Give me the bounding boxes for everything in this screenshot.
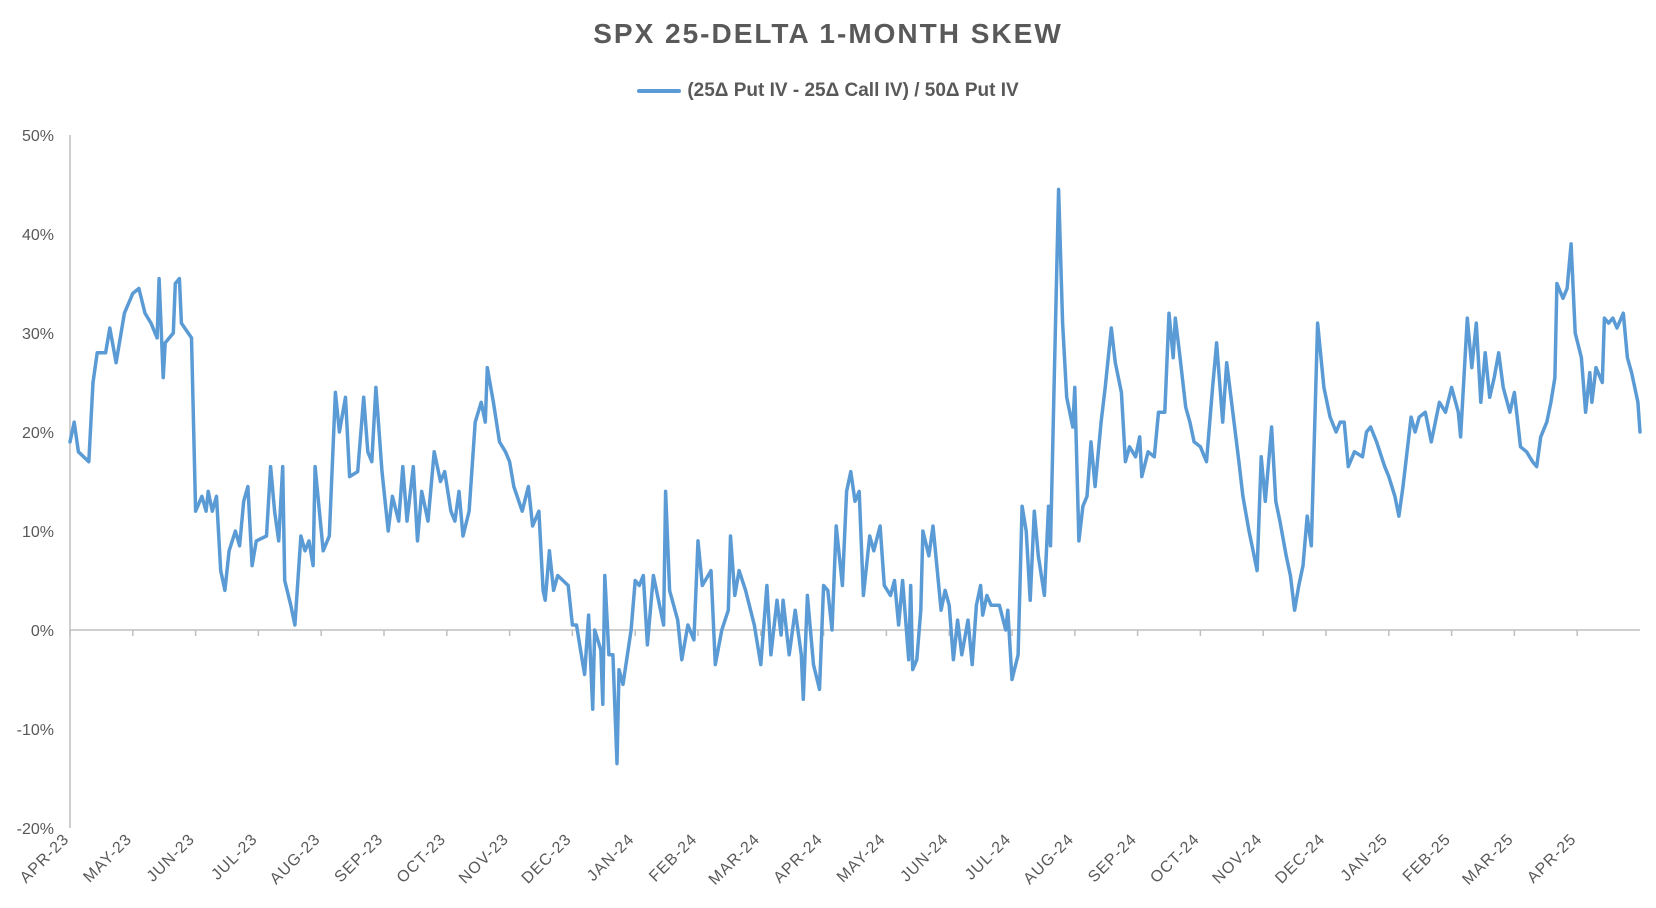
x-tick-label: JAN-24: [584, 831, 638, 885]
series-group: [68, 187, 1642, 766]
x-tick-label: FEB-24: [646, 831, 701, 886]
axes: [69, 135, 1640, 828]
x-tick-label: FEB-25: [1400, 831, 1455, 886]
y-tick-label: 50%: [22, 128, 54, 145]
y-tick-label: -10%: [17, 722, 54, 739]
x-tick-label: JAN-25: [1338, 831, 1392, 885]
x-tick-label: NOV-24: [1210, 831, 1267, 888]
x-tick-label: JUN-23: [144, 831, 199, 886]
x-tick-label: OCT-24: [1147, 831, 1203, 887]
legend-swatch: [637, 89, 682, 93]
x-tick-label: APR-25: [1524, 831, 1580, 887]
legend: (25Δ Put IV - 25Δ Call IV) / 50Δ Put IV: [0, 80, 1656, 102]
x-tick-label: SEP-23: [332, 831, 387, 886]
y-tick-label: 20%: [22, 425, 54, 442]
x-tick-label: MAR-25: [1459, 831, 1517, 889]
chart-title: SPX 25-DELTA 1-MONTH SKEW: [593, 18, 1063, 49]
x-tick-label: SEP-24: [1085, 831, 1140, 886]
x-tick-label: AUG-24: [1020, 831, 1077, 888]
x-tick-label: APR-23: [17, 831, 73, 887]
x-tick-label: NOV-23: [456, 831, 513, 888]
y-tick-labels: 50% 40% 30% 20% 10% 0% -10% -20%: [17, 128, 54, 838]
x-tick-label: OCT-23: [394, 831, 450, 887]
x-tick-label: AUG-23: [267, 831, 324, 888]
x-tick-labels: APR-23 MAY-23 JUN-23 JUL-23 AUG-23 SEP-23 OCT-…: [17, 831, 1580, 889]
x-tick-label: DEC-23: [519, 831, 576, 888]
x-tick-label: JUL-23: [208, 831, 261, 884]
y-tick-label: 10%: [22, 524, 54, 541]
y-tick-label: -20%: [17, 821, 54, 838]
x-tick-label: MAY-24: [834, 831, 889, 886]
x-tick-label: MAY-23: [80, 831, 135, 886]
x-tick-label: JUL-24: [962, 831, 1015, 884]
legend-label: (25Δ Put IV - 25Δ Call IV) / 50Δ Put IV: [687, 80, 1019, 101]
x-tick-label: MAR-24: [706, 831, 764, 889]
y-tick-label: 40%: [22, 227, 54, 244]
x-tick-label: JUN-24: [897, 831, 952, 886]
x-tick-label: APR-24: [771, 831, 827, 887]
series-line-0: [68, 187, 1642, 766]
y-tick-label: 0%: [31, 623, 54, 640]
y-tick-label: 30%: [22, 326, 54, 343]
x-tick-label: DEC-24: [1272, 831, 1329, 888]
